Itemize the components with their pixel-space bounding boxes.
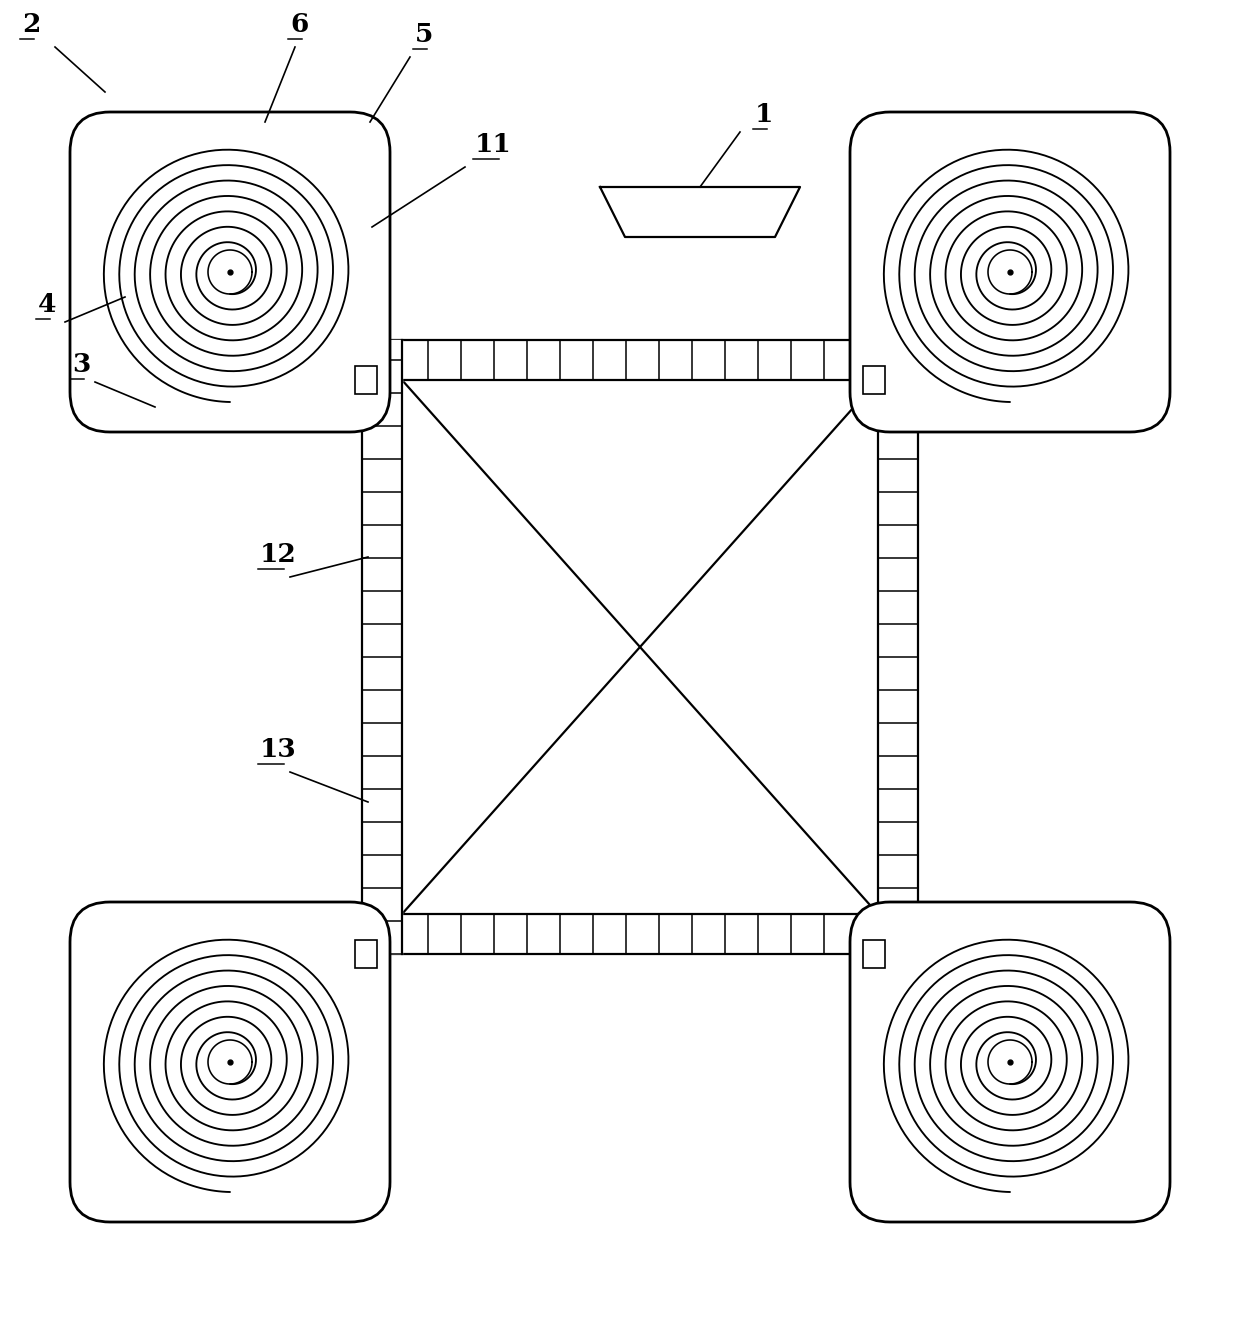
Text: 2: 2 [22,12,41,37]
Text: 6: 6 [290,12,309,37]
Bar [863,940,884,968]
Bar [356,940,377,968]
Text: 5: 5 [415,23,433,47]
FancyBboxPatch shape [849,902,1171,1221]
Text: 3: 3 [72,352,91,377]
FancyBboxPatch shape [69,902,391,1221]
Bar [863,366,884,394]
Text: 12: 12 [260,542,296,567]
Text: 11: 11 [475,132,512,157]
FancyBboxPatch shape [849,112,1171,432]
Text: 4: 4 [38,292,57,317]
Bar [356,366,377,394]
Text: 1: 1 [755,103,774,127]
Text: 13: 13 [260,737,296,762]
FancyBboxPatch shape [69,112,391,432]
